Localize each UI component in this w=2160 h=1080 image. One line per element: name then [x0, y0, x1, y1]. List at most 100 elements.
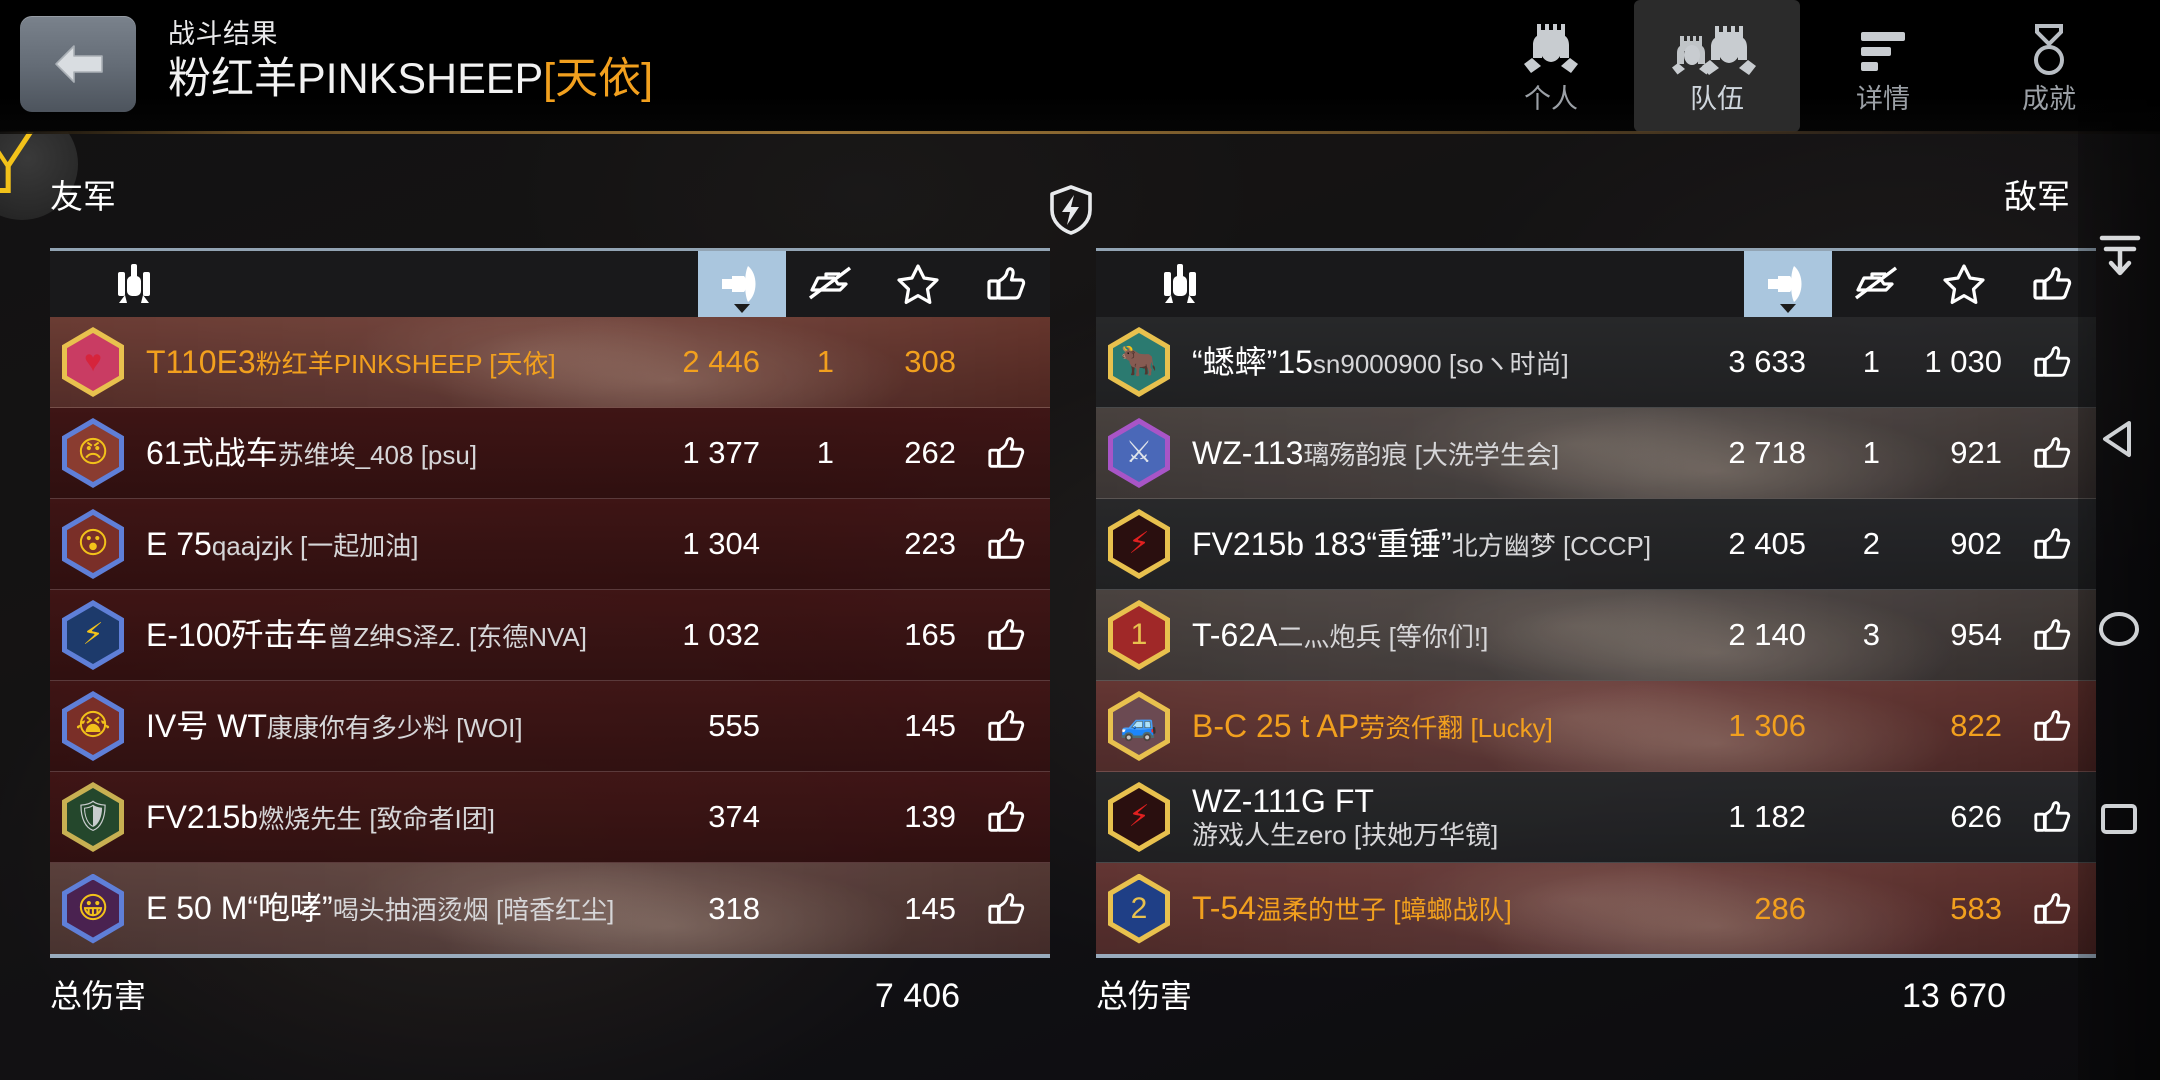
column-header-kills[interactable] — [786, 251, 874, 317]
row-stats: 2 140 3 954 — [1662, 615, 2096, 655]
thumbs-up-icon[interactable] — [2032, 797, 2072, 837]
column-header-like[interactable] — [2008, 251, 2096, 317]
column-header-kills[interactable] — [1832, 251, 1920, 317]
enemy-total-value: 13 670 — [1902, 977, 2006, 1015]
thumbs-up-icon[interactable] — [986, 706, 1026, 746]
thumbs-up-icon[interactable] — [2032, 433, 2072, 473]
player-identity: 61式战车苏维埃_408 [psu] — [146, 435, 477, 472]
like-button[interactable] — [2008, 706, 2096, 746]
thumbs-up-icon[interactable] — [2032, 889, 2072, 929]
table-row[interactable]: ♥ T110E3粉红羊PINKSHEEP [天依] 2 446 1 308 — [50, 317, 1050, 408]
tank-photo-emblem: 🚙 — [1108, 691, 1170, 761]
tab-details-label: 详情 — [1856, 84, 1910, 114]
column-header-like[interactable] — [962, 251, 1050, 317]
cell-damage: 2 405 — [1728, 526, 1806, 561]
ally-panel-bottom-divider — [50, 954, 1050, 958]
table-row[interactable]: ⚡ E-100歼击车曾Z绅S泽Z. [东德NVA] 1 032 165 — [50, 590, 1050, 681]
like-button[interactable] — [2008, 615, 2096, 655]
player-nick: 劳资仟翻 — [1359, 712, 1464, 743]
single-crew-icon — [1515, 18, 1587, 80]
like-button[interactable] — [2008, 797, 2096, 837]
table-row[interactable]: 🛡 FV215b燃烧先生 [致命者I团] 374 139 — [50, 772, 1050, 863]
column-header-damage[interactable] — [1744, 251, 1832, 317]
like-button[interactable] — [2008, 524, 2096, 564]
like-button[interactable] — [962, 797, 1050, 837]
like-button[interactable] — [2008, 889, 2096, 929]
smiley-face-emblem: 😀 — [62, 873, 124, 944]
back-triangle-icon[interactable] — [2090, 410, 2148, 468]
player-identity: FV215b 183“重锤”北方幽梦 [CCCP] — [1192, 526, 1651, 563]
cell-damage: 1 304 — [682, 526, 760, 561]
cell-damage: 1 182 — [1728, 799, 1806, 834]
like-button[interactable] — [962, 524, 1050, 564]
page-title-player: 粉红羊PINKSHEEP — [168, 55, 544, 103]
cell-kills: 1 — [816, 435, 834, 470]
vehicle-name: FV215b 183“重锤” — [1192, 525, 1452, 562]
tab-awards[interactable]: 成就 — [1966, 0, 2132, 132]
table-row[interactable]: 😀 E 50 M“咆哮”喝头抽酒烫烟 [暗香红尘] 318 145 — [50, 863, 1050, 954]
cell-damage: 318 — [708, 890, 760, 926]
vehicle-name: T110E3 — [146, 343, 256, 380]
player-name: 温柔的世子 [蟑螂战队] — [1256, 895, 1512, 925]
table-row[interactable]: 😭 IV号 WT康康你有多少料 [WOI] 555 145 — [50, 681, 1050, 772]
player-identity: E 50 M“咆哮”喝头抽酒烫烟 [暗香红尘] — [146, 890, 614, 927]
home-circle-icon[interactable] — [2090, 600, 2148, 658]
column-header-damage[interactable] — [698, 251, 786, 317]
row-stats: 1 377 1 262 — [616, 433, 1050, 473]
table-row[interactable]: 😮 E 75qaajzjk [一起加油] 1 304 223 — [50, 499, 1050, 590]
player-name: 粉红羊PINKSHEEP [天依] — [256, 349, 556, 379]
table-row[interactable]: 😠 61式战车苏维埃_408 [psu] 1 377 1 262 — [50, 408, 1050, 499]
rank-one-emblem: 1 — [1108, 600, 1170, 670]
scroll-down-icon[interactable] — [2090, 226, 2148, 284]
like-button[interactable] — [962, 433, 1050, 473]
table-row[interactable]: 🐂 “蟋蟀”15sn9000900 [soヽ时尚] 3 633 1 1 030 — [1096, 317, 2096, 408]
like-button[interactable] — [2008, 433, 2096, 473]
thumbs-up-icon[interactable] — [986, 433, 1026, 473]
table-row[interactable]: 🚙 B-C 25 t AP劳资仟翻 [Lucky] 1 306 822 — [1096, 681, 2096, 772]
cell-damage: 555 — [708, 708, 760, 743]
table-row[interactable]: 2 T-54温柔的世子 [蟑螂战队] 286 583 — [1096, 863, 2096, 954]
thumbs-up-icon[interactable] — [986, 615, 1026, 655]
tab-awards-label: 成就 — [2022, 84, 2076, 114]
recents-square-icon[interactable] — [2090, 790, 2148, 848]
player-clan: [psu] — [420, 439, 478, 470]
player-identity: WZ-113璃殇韵痕 [大洗学生会] — [1192, 435, 1559, 472]
table-row[interactable]: ⚡ WZ-111G FT游戏人生zero [扶她万华镜] 1 182 626 — [1096, 772, 2096, 863]
table-row[interactable]: 1 T-62A二灬炮兵 [等你们!] 2 140 3 954 — [1096, 590, 2096, 681]
like-button[interactable] — [962, 889, 1050, 929]
tab-details[interactable]: 详情 — [1800, 0, 1966, 132]
like-button[interactable] — [2008, 342, 2096, 382]
thumbs-up-icon[interactable] — [986, 889, 1026, 929]
column-header-xp[interactable] — [1920, 251, 2008, 317]
player-clan: [WOI] — [456, 712, 523, 743]
vehicle-name: “蟋蟀”15 — [1192, 343, 1313, 380]
red-lightning-emblem: ⚡ — [1108, 782, 1170, 852]
player-clan: [扶她万华镜] — [1353, 820, 1499, 850]
player-identity: “蟋蟀”15sn9000900 [soヽ时尚] — [1192, 344, 1569, 381]
player-nick: sn9000900 — [1312, 348, 1442, 379]
tab-personal-label: 个人 — [1524, 84, 1578, 114]
cell-xp: 165 — [904, 617, 956, 652]
enemy-panel-bottom-divider — [1096, 954, 2096, 958]
tab-personal[interactable]: 个人 — [1468, 0, 1634, 132]
table-row[interactable]: ⚡ FV215b 183“重锤”北方幽梦 [CCCP] 2 405 2 902 — [1096, 499, 2096, 590]
like-button[interactable] — [962, 706, 1050, 746]
cell-kills: 1 — [1862, 435, 1880, 470]
tab-team[interactable]: 队伍 — [1634, 0, 1800, 132]
table-row[interactable]: ⚔ WZ-113璃殇韵痕 [大洗学生会] 2 718 1 921 — [1096, 408, 2096, 499]
player-identity: B-C 25 t AP劳资仟翻 [Lucky] — [1192, 708, 1553, 745]
thumbs-up-icon[interactable] — [2032, 706, 2072, 746]
medal-icon — [2013, 18, 2085, 80]
column-header-xp[interactable] — [874, 251, 962, 317]
thumbs-up-icon[interactable] — [2032, 342, 2072, 382]
cell-damage: 1 377 — [682, 435, 760, 470]
back-button[interactable] — [20, 16, 136, 112]
thumbs-up-icon[interactable] — [2032, 615, 2072, 655]
thumbs-up-icon[interactable] — [986, 524, 1026, 564]
thumbs-up-icon[interactable] — [986, 797, 1026, 837]
vehicle-name: WZ-111G FT — [1192, 783, 1374, 819]
player-identity: FV215b燃烧先生 [致命者I团] — [146, 799, 495, 836]
like-button[interactable] — [962, 615, 1050, 655]
thumbs-up-icon[interactable] — [2032, 524, 2072, 564]
